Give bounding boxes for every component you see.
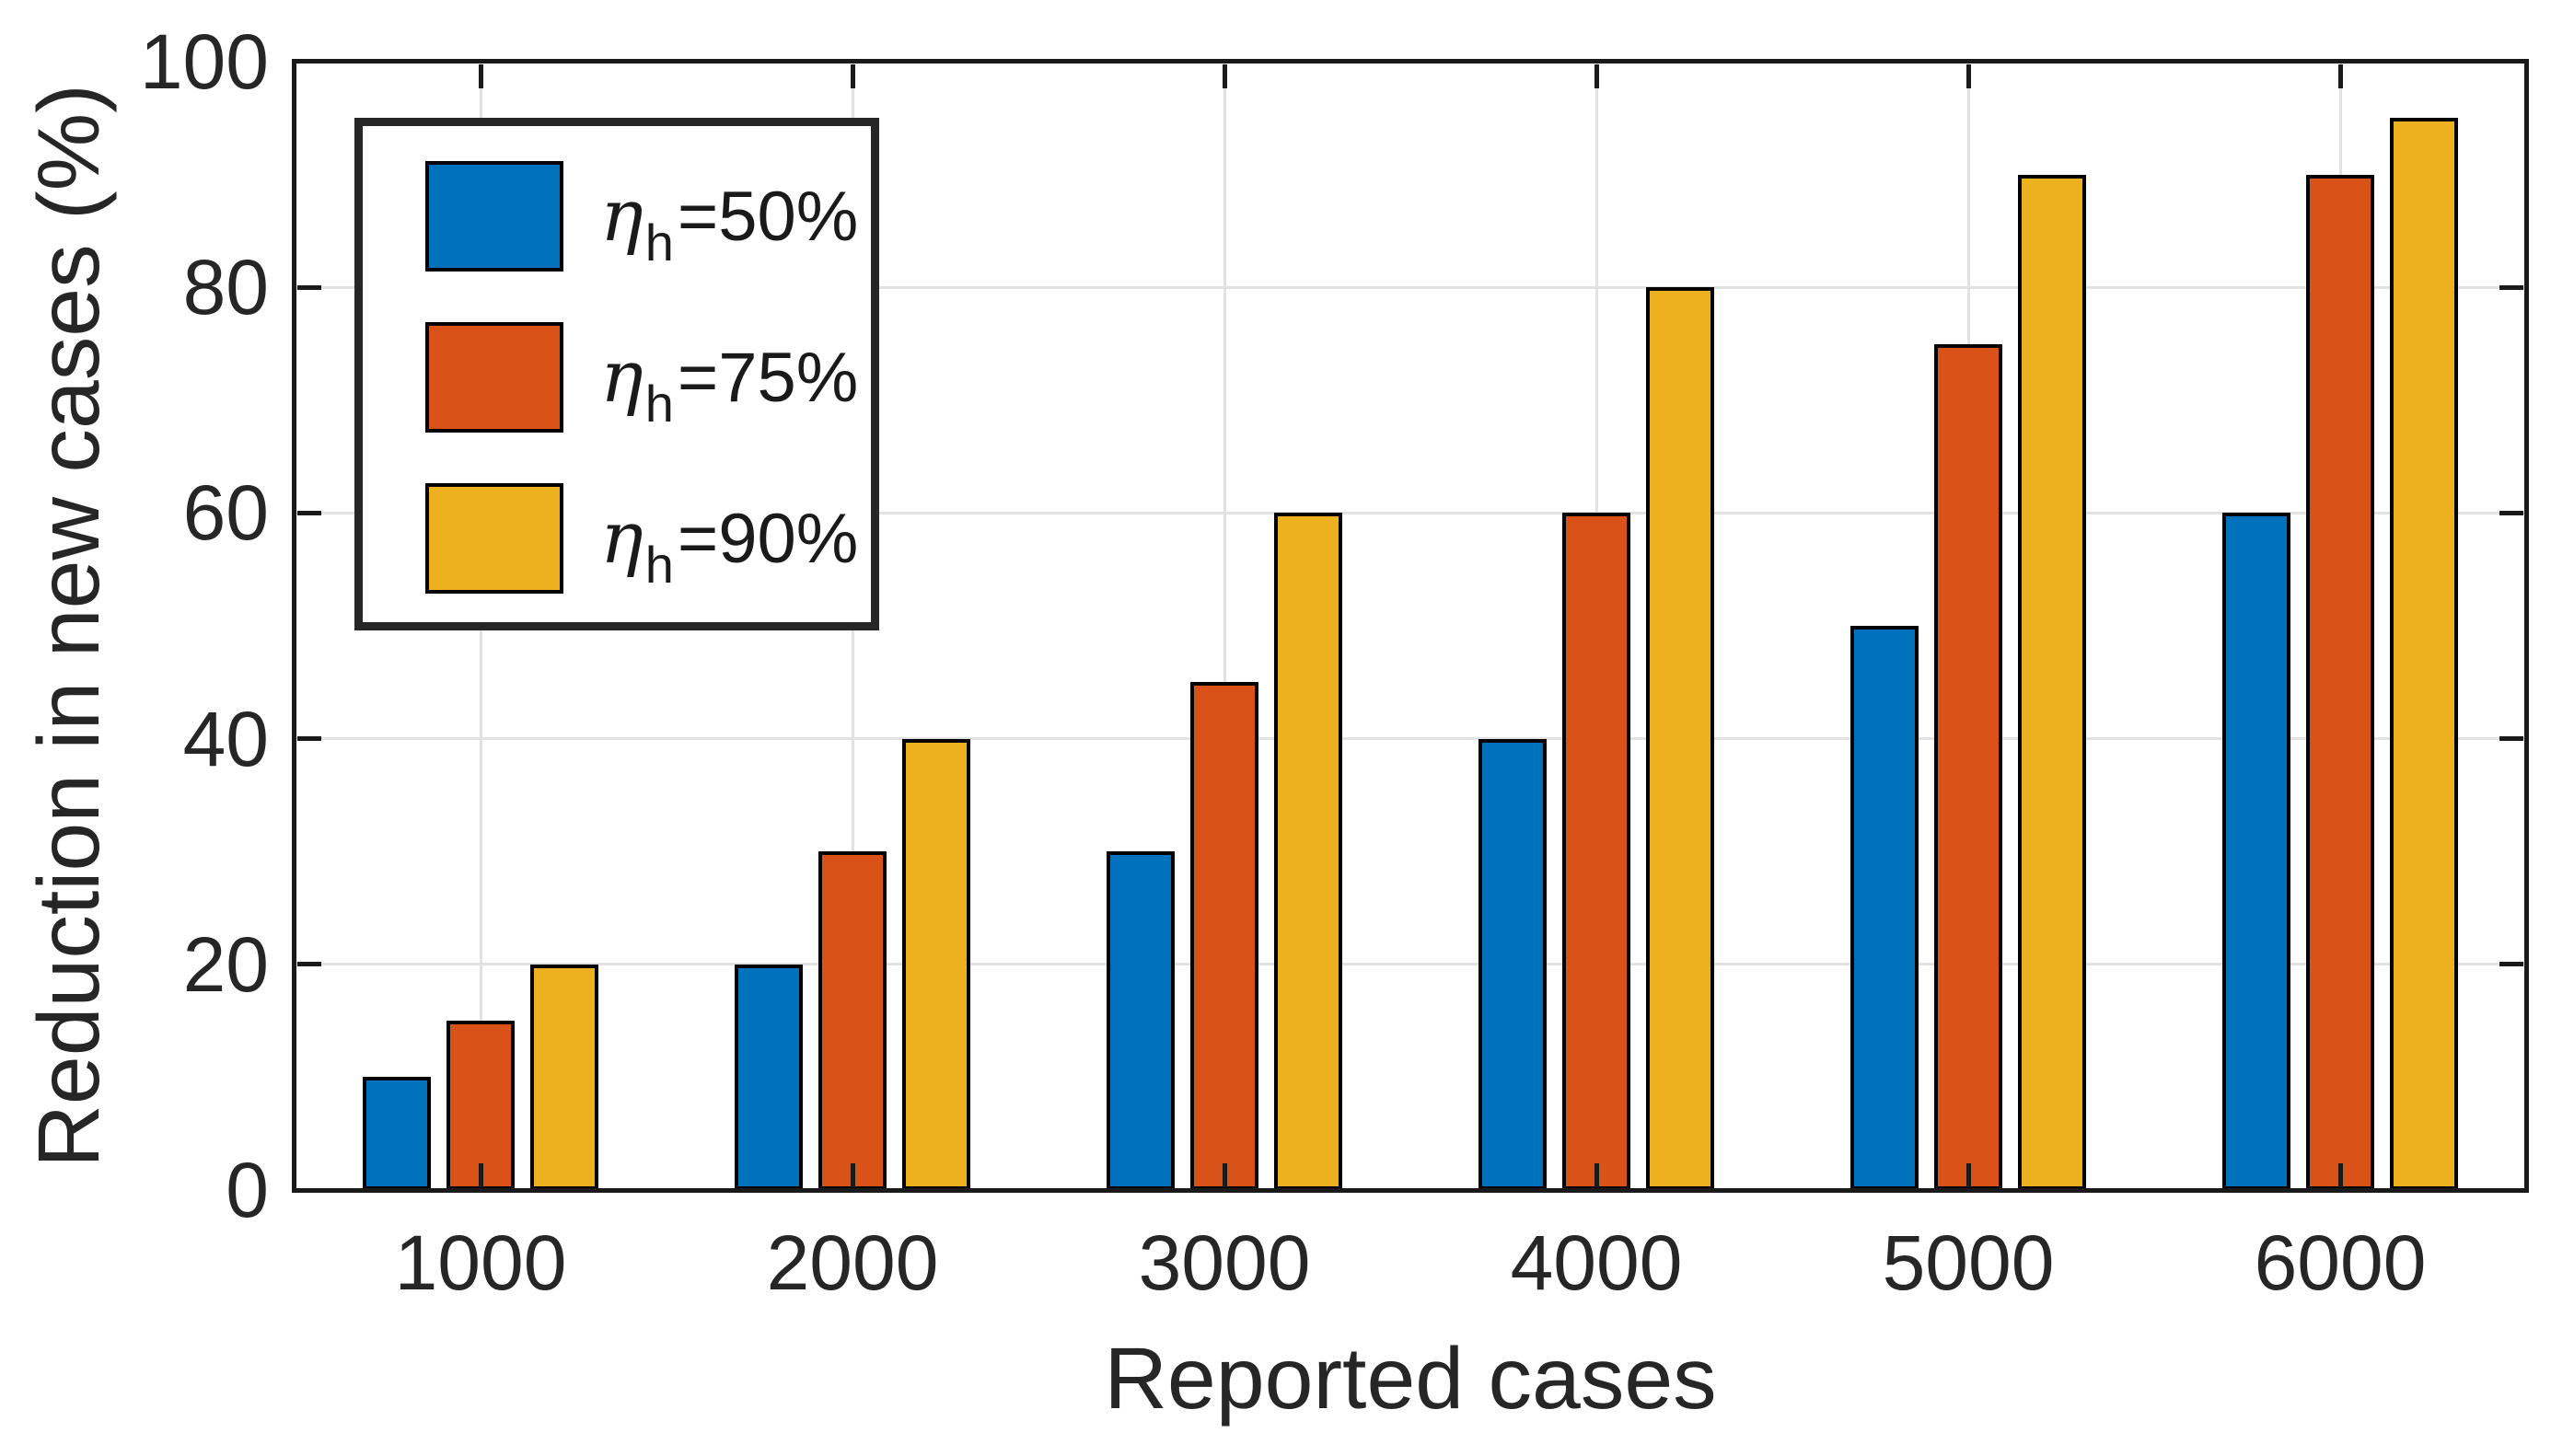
eta-symbol: η	[600, 336, 644, 419]
legend-swatch	[425, 322, 563, 433]
y-tick-mark-left	[297, 962, 321, 967]
y-tick-mark-left	[297, 284, 321, 290]
x-tick-mark-top	[478, 64, 483, 88]
y-tick-mark-right	[2499, 510, 2523, 515]
bar-h75-5000	[1934, 343, 2002, 1190]
horizontal-gridline	[295, 737, 2526, 741]
bar-h50-2000	[735, 964, 803, 1190]
legend-value-text: =90%	[677, 500, 859, 578]
eta-subscript: h	[644, 536, 674, 594]
legend-swatch	[425, 161, 563, 272]
x-tick-mark-bottom	[1222, 1163, 1227, 1187]
x-tick-mark-bottom	[1965, 1163, 1971, 1187]
bar-h90-2000	[902, 738, 970, 1190]
bar-h75-6000	[2306, 174, 2374, 1190]
x-tick-mark-top	[850, 64, 855, 88]
x-tick-mark-bottom	[1594, 1163, 1599, 1187]
x-tick-mark-bottom	[850, 1163, 855, 1187]
bar-h90-5000	[2018, 174, 2086, 1190]
bar-h90-3000	[1274, 513, 1342, 1190]
bar-h75-4000	[1562, 513, 1630, 1190]
y-tick-mark-right	[2499, 736, 2523, 742]
y-tick-mark-right	[2499, 962, 2523, 967]
x-tick-label: 1000	[394, 1219, 567, 1306]
x-tick-mark-top	[1222, 64, 1227, 88]
bar-h75-1000	[446, 1021, 515, 1190]
y-tick-mark-right	[2499, 284, 2523, 290]
horizontal-gridline	[295, 60, 2526, 64]
legend-label: ηh=90%	[600, 497, 859, 594]
legend-label: ηh=50%	[600, 175, 859, 272]
eta-symbol: η	[600, 175, 644, 258]
vertical-gridline	[1223, 62, 1226, 1190]
bar-h50-4000	[1478, 738, 1547, 1190]
y-axis-label: Reduction in new cases (%)	[20, 84, 118, 1168]
y-tick-mark-left	[297, 510, 321, 515]
x-tick-label: 3000	[1138, 1219, 1311, 1306]
y-tick-label: 20	[182, 920, 269, 1008]
bar-h90-6000	[2390, 118, 2458, 1190]
y-tick-mark-left	[297, 736, 321, 742]
y-tick-label: 0	[226, 1147, 269, 1233]
bar-h50-5000	[1850, 626, 1919, 1190]
x-tick-label: 4000	[1510, 1219, 1683, 1306]
x-tick-mark-bottom	[2337, 1163, 2343, 1187]
eta-subscript: h	[644, 214, 674, 272]
horizontal-gridline	[295, 511, 2526, 514]
x-tick-mark-top	[1965, 64, 1971, 88]
y-tick-label: 40	[182, 695, 269, 782]
bar-h90-4000	[1646, 287, 1714, 1190]
y-tick-label: 80	[182, 244, 269, 331]
bar-h50-3000	[1107, 851, 1175, 1190]
legend-swatch	[425, 483, 563, 594]
x-tick-mark-bottom	[478, 1163, 483, 1187]
bar-h75-3000	[1190, 682, 1258, 1190]
horizontal-gridline	[295, 963, 2526, 966]
legend-value-text: =75%	[677, 339, 859, 417]
legend: ηh=50% ηh=75% ηh=90%	[354, 118, 879, 630]
x-tick-label: 5000	[1882, 1219, 2055, 1306]
bar-h90-1000	[530, 964, 598, 1190]
legend-label: ηh=75%	[600, 336, 859, 433]
x-tick-label: 6000	[2254, 1219, 2427, 1306]
legend-value-text: =50%	[677, 178, 859, 256]
eta-subscript: h	[644, 375, 674, 433]
eta-symbol: η	[600, 497, 644, 580]
bar-h50-1000	[363, 1077, 431, 1190]
x-tick-label: 2000	[766, 1219, 939, 1306]
y-tick-label: 60	[182, 469, 269, 557]
x-tick-mark-top	[2337, 64, 2343, 88]
x-tick-mark-top	[1594, 64, 1599, 88]
y-tick-label: 100	[139, 18, 269, 105]
x-axis-label: Reported cases	[1104, 1330, 1717, 1427]
horizontal-gridline	[295, 285, 2526, 289]
bar-h75-2000	[818, 851, 887, 1190]
bar-h50-6000	[2222, 513, 2290, 1190]
